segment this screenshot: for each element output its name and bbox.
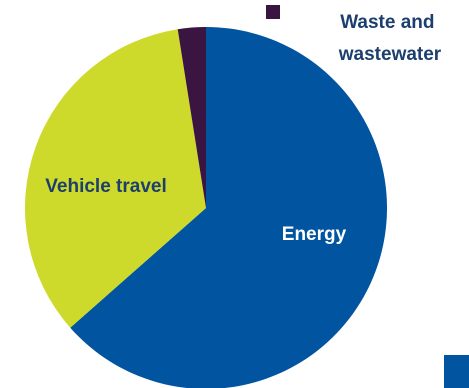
label-waste-line-2: wastewater — [338, 44, 442, 65]
pie-slice-waste-and-wastewater — [177, 27, 206, 208]
label-waste-line-1: Waste and — [340, 12, 434, 33]
pie-slice-vehicle-travel — [24, 29, 207, 328]
pie-slice-energy — [70, 27, 387, 388]
label-waste-and-wastewater: Waste and wastewater — [338, 12, 442, 65]
label-vehicle-travel: Vehicle travel — [45, 176, 166, 197]
slices-layer — [24, 27, 387, 388]
corner-blue-square — [444, 355, 469, 388]
waste-legend-marker — [266, 5, 280, 19]
labels-layer: Energy Vehicle travel Waste and wastewat… — [45, 12, 442, 245]
label-energy: Energy — [282, 224, 347, 245]
